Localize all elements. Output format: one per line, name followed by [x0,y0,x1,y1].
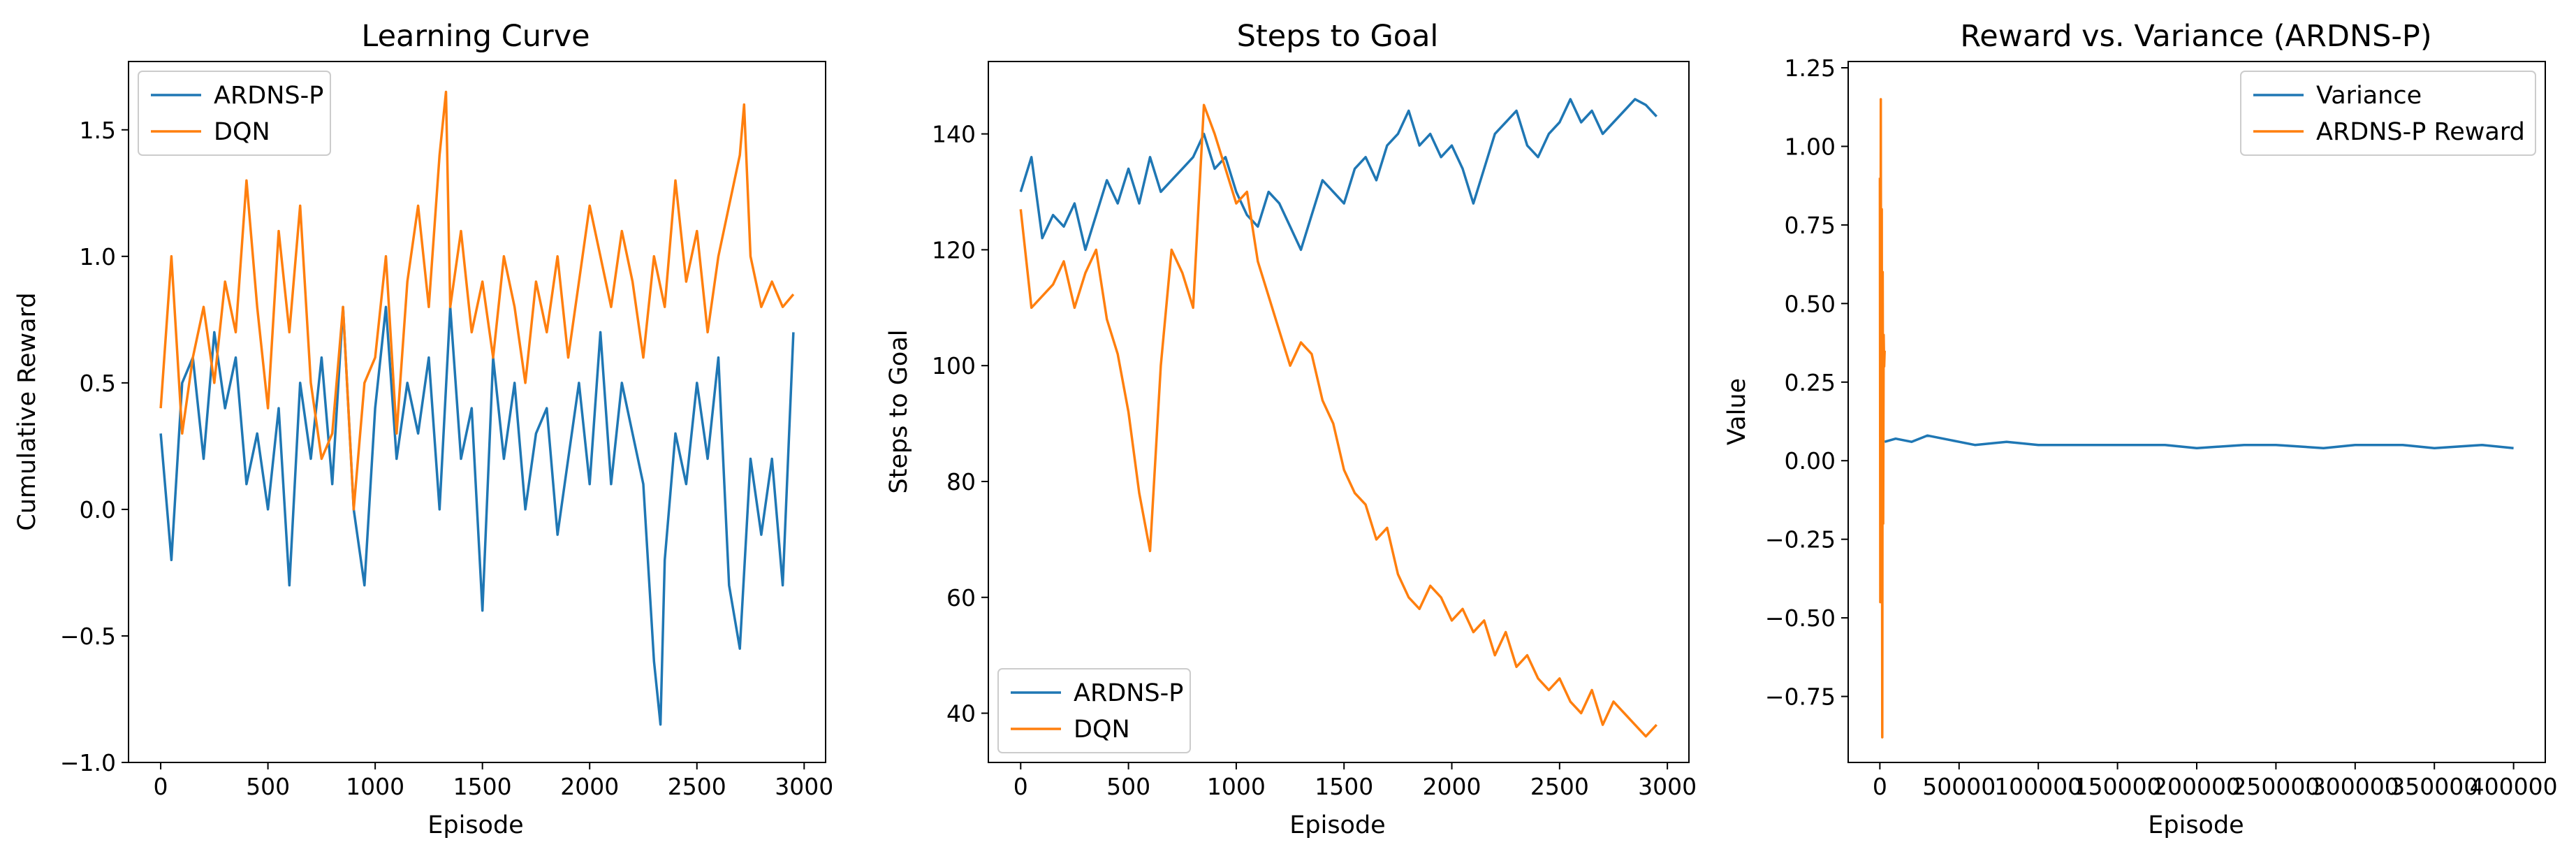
y-tick-label: −0.25 [1765,526,1836,553]
y-tick-label: 140 [932,121,976,148]
y-axis-ticks: 40 60 80 100 120 140 [932,121,988,728]
x-tick-label: 1000 [1207,773,1266,800]
chart-title: Steps to Goal [1237,19,1439,54]
y-tick-label: 60 [946,584,976,611]
y-axis-label: Steps to Goal [885,329,913,493]
y-tick-label: 1.25 [1785,55,1836,82]
y-tick-label: 0.25 [1785,369,1836,396]
y-tick-label: −0.75 [1765,683,1836,711]
series-line-ardns-p [159,305,795,726]
y-tick-label: 0.75 [1785,212,1836,239]
legend-label: ARDNS-P Reward [2316,118,2525,146]
x-tick-label: 150000 [2074,773,2162,800]
y-axis-label: Value [1723,378,1751,445]
x-axis-label: Episode [427,811,523,839]
y-tick-label: −1.0 [60,749,116,776]
x-tick-label: 0 [1013,773,1028,800]
y-tick-label: 120 [932,236,976,263]
y-tick-label: 1.0 [80,243,116,270]
x-tick-label: 1500 [453,773,512,800]
legend-box [997,668,1191,753]
x-tick-label: 2500 [668,773,726,800]
y-tick-label: 1.5 [80,117,116,144]
series-line-dqn [159,90,795,511]
legend-label: DQN [1074,716,1130,744]
x-tick-label: 1500 [1315,773,1373,800]
subplot-reward-vs-variance: Reward vs. Variance (ARDNS-P) 0 500001000… [1723,19,2558,839]
y-axis-ticks: −0.75 −0.50 −0.25 0.00 0.25 0.50 0.75 1.00 1.25 [1765,55,1848,711]
series-line-dqn [1019,103,1657,738]
x-tick-label: 500 [1106,773,1150,800]
y-tick-label: 100 [932,352,976,379]
series-line-ardns-p [1019,98,1657,252]
plot-area [159,90,795,726]
y-tick-label: −0.5 [60,623,116,650]
x-tick-label: 200000 [2153,773,2241,800]
y-tick-label: 1.00 [1785,133,1836,160]
x-tick-label: 300000 [2311,773,2399,800]
plot-area [1878,98,2514,739]
legend-box [138,71,331,156]
axes-frame [988,61,1690,763]
y-tick-label: −0.50 [1765,605,1836,632]
axes-frame [128,61,826,763]
x-tick-label: 2000 [560,773,619,800]
x-axis-ticks: 0 500 1000 1500 2000 2500 3000 [1013,762,1697,800]
y-axis-label: Cumulative Reward [13,292,41,530]
x-tick-label: 0 [154,773,168,800]
x-tick-label: 250000 [2232,773,2320,800]
y-tick-label: 80 [946,468,976,495]
legend-label: ARDNS-P [214,82,323,110]
x-tick-label: 1000 [346,773,404,800]
x-axis-ticks: 0 500001000001500002000002500003000003500… [1873,762,2558,800]
legend: ARDNS-P DQN [997,668,1191,753]
x-tick-label: 3000 [775,773,833,800]
plot-area [1019,98,1657,738]
legend: ARDNS-P DQN [138,71,331,156]
legend-label: Variance [2316,82,2422,110]
x-tick-label: 100000 [1994,773,2082,800]
subplot-learning-curve: Learning Curve 0 500 1000 1500 2000 2500 3000 … [13,19,833,839]
series-line-variance [1884,434,2514,449]
x-tick-label: 0 [1873,773,1887,800]
legend: Variance ARDNS-P Reward [2240,71,2536,156]
chart-title: Learning Curve [361,19,590,54]
y-tick-label: 0.00 [1785,447,1836,475]
y-tick-label: 0.50 [1785,290,1836,317]
y-tick-label: 0.5 [80,370,116,397]
x-tick-label: 3000 [1638,773,1697,800]
axes-frame [1847,61,2546,763]
y-tick-label: 0.0 [80,496,116,523]
series-line-ardns-p-reward [1878,98,1886,739]
legend-label: DQN [214,118,270,146]
x-tick-label: 500 [246,773,290,800]
chart-title: Reward vs. Variance (ARDNS-P) [1960,19,2431,54]
x-tick-label: 2000 [1423,773,1481,800]
legend-box [2240,71,2536,156]
y-axis-ticks: −1.0 −0.5 0.0 0.5 1.0 1.5 [60,117,129,776]
x-tick-label: 50000 [1922,773,1996,800]
y-tick-label: 40 [946,700,976,728]
x-tick-label: 2500 [1530,773,1589,800]
x-axis-label: Episode [2148,811,2244,839]
x-tick-label: 400000 [2470,773,2558,800]
legend-label: ARDNS-P [1074,679,1183,707]
subplot-steps-to-goal: Steps to Goal 0 500 1000 1500 2000 2500 3000 4… [885,19,1697,839]
x-tick-label: 350000 [2390,773,2478,800]
x-axis-ticks: 0 500 1000 1500 2000 2500 3000 [154,762,833,800]
x-axis-label: Episode [1289,811,1385,839]
